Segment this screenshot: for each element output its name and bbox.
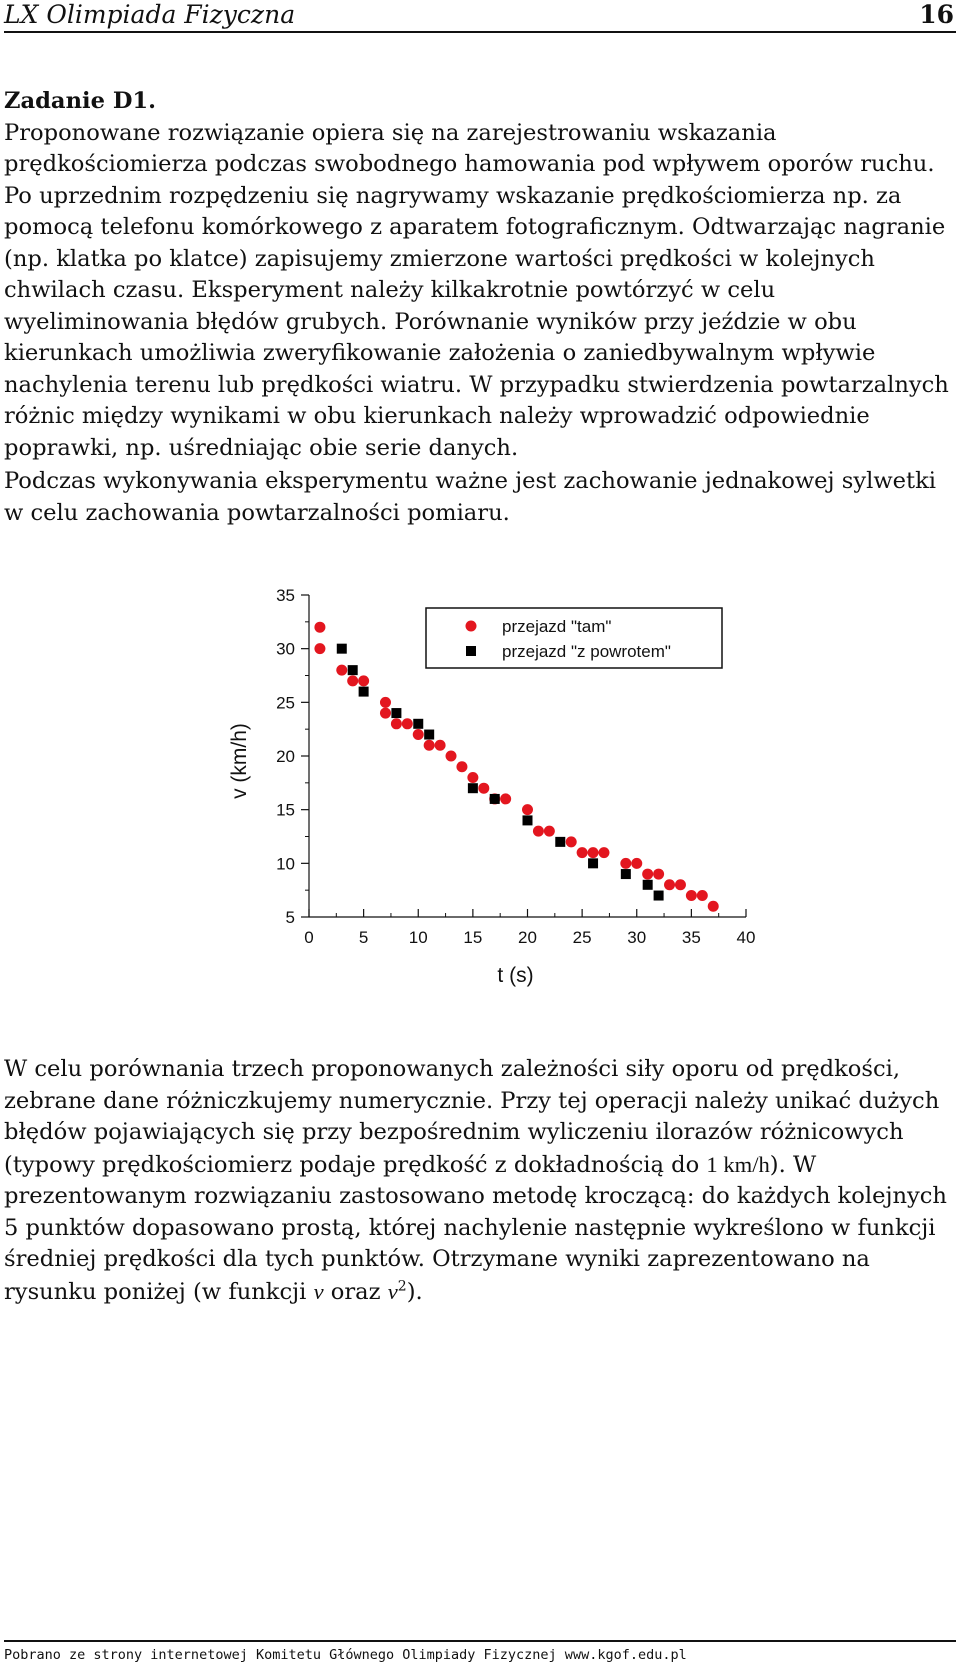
data-point-tam [696, 890, 708, 902]
variable-v-squared: v [387, 1278, 398, 1304]
paragraph-method-text-b: ). W prezentowanym rozwiązaniu zastosowa… [4, 1151, 947, 1305]
y-tick-label: 30 [276, 640, 295, 659]
task-heading: Zadanie D1. [4, 88, 157, 114]
paragraph-intro: Zadanie D1. Proponowane rozwiązanie opie… [4, 86, 956, 464]
x-tick-label: 0 [304, 928, 313, 947]
paragraph-method-text-a: W celu porównania trzech proponowanych z… [4, 1056, 940, 1178]
y-tick-label: 35 [276, 586, 295, 605]
page-header: LX Olimpiada Fizyczna 16 [4, 0, 956, 32]
data-point-z-powrotem [642, 879, 653, 890]
data-point-tam [522, 804, 533, 816]
data-point-tam [467, 771, 479, 783]
x-tick-label: 15 [463, 928, 482, 947]
data-point-tam [456, 761, 468, 773]
data-point-tam [336, 664, 348, 676]
data-point-tam [674, 879, 686, 891]
data-point-tam [390, 718, 402, 730]
data-point-tam [598, 847, 610, 859]
legend-label: przejazd "tam" [502, 617, 611, 636]
data-point-tam [379, 696, 391, 708]
data-point-tam [478, 782, 490, 794]
paragraph-method-text-d: ). [406, 1278, 423, 1305]
footer-rule [4, 1640, 956, 1642]
paragraph-method: W celu porównania trzech proponowanych z… [4, 1054, 956, 1308]
data-point-tam [347, 675, 359, 687]
data-point-z-powrotem [489, 793, 500, 804]
variable-v: v [313, 1278, 324, 1304]
data-point-tam [358, 675, 370, 687]
y-axis-label: v (km/h) [228, 723, 251, 799]
data-point-z-powrotem [620, 869, 631, 880]
data-point-tam [314, 643, 326, 655]
x-tick-label: 25 [573, 928, 592, 947]
data-point-tam [314, 621, 326, 633]
x-tick-label: 10 [409, 928, 428, 947]
data-point-tam [532, 825, 544, 837]
x-tick-label: 30 [627, 928, 646, 947]
data-point-tam [653, 868, 665, 880]
data-point-tam [379, 707, 391, 719]
data-point-z-powrotem [336, 643, 347, 654]
data-point-tam [401, 718, 413, 730]
data-point-tam [642, 868, 654, 880]
data-point-z-powrotem [588, 858, 599, 869]
data-point-tam [423, 739, 435, 751]
page-footer: Pobrano ze strony internetowej Komitetu … [4, 1647, 687, 1663]
chart-legend: przejazd "tam" przejazd "z powrotem" [425, 607, 723, 669]
legend-marker-tam [465, 620, 477, 632]
y-tick-label: 5 [286, 908, 295, 927]
legend-label: przejazd "z powrotem" [502, 642, 671, 661]
data-point-z-powrotem [391, 708, 402, 719]
data-point-tam [434, 739, 446, 751]
legend-marker-z-powrotem [466, 646, 476, 656]
x-tick-label: 5 [359, 928, 368, 947]
data-point-tam [587, 847, 599, 859]
y-tick-label: 20 [276, 747, 295, 766]
data-point-z-powrotem [653, 890, 664, 901]
header-rule [4, 31, 956, 33]
paragraph-method-text-c: oraz [323, 1278, 388, 1305]
paragraph-intro-text: Proponowane rozwiązanie opiera się na za… [4, 119, 949, 461]
legend-box [425, 607, 723, 669]
data-point-tam [631, 857, 643, 869]
exponent: 2 [397, 1277, 407, 1294]
data-point-z-powrotem [347, 665, 358, 676]
page-number: 16 [919, 0, 954, 29]
data-point-tam [445, 750, 457, 762]
data-point-tam [685, 890, 697, 902]
data-point-z-powrotem [424, 729, 435, 740]
y-tick-label: 10 [276, 854, 295, 873]
x-tick-label: 35 [682, 928, 701, 947]
data-point-tam [576, 847, 588, 859]
data-point-z-powrotem [522, 815, 533, 826]
x-tick-label: 20 [518, 928, 537, 947]
chart-marks [314, 621, 719, 912]
data-point-tam [707, 900, 719, 912]
data-point-z-powrotem [555, 836, 566, 847]
velocity-time-chart: 0 5 10 15 20 25 30 35 40 5 10 15 20 25 30 35 t (s) v (km/… [0, 570, 960, 1000]
data-point-z-powrotem [413, 718, 424, 729]
data-point-z-powrotem [467, 783, 478, 794]
y-tick-label: 25 [276, 693, 295, 712]
data-point-tam [620, 857, 632, 869]
y-tick-label: 15 [276, 801, 295, 820]
x-tick-label: 40 [737, 928, 756, 947]
data-point-tam [664, 879, 676, 891]
data-point-tam [500, 793, 512, 805]
data-point-tam [565, 836, 577, 848]
data-point-z-powrotem [358, 686, 369, 697]
unit-value: 1 km/h [706, 1151, 770, 1177]
x-axis-label: t (s) [497, 964, 533, 987]
paragraph-posture: Podczas wykonywania eksperymentu ważne j… [4, 468, 937, 526]
data-point-tam [412, 729, 424, 741]
header-title: LX Olimpiada Fizyczna [4, 0, 296, 29]
data-point-tam [543, 825, 555, 837]
